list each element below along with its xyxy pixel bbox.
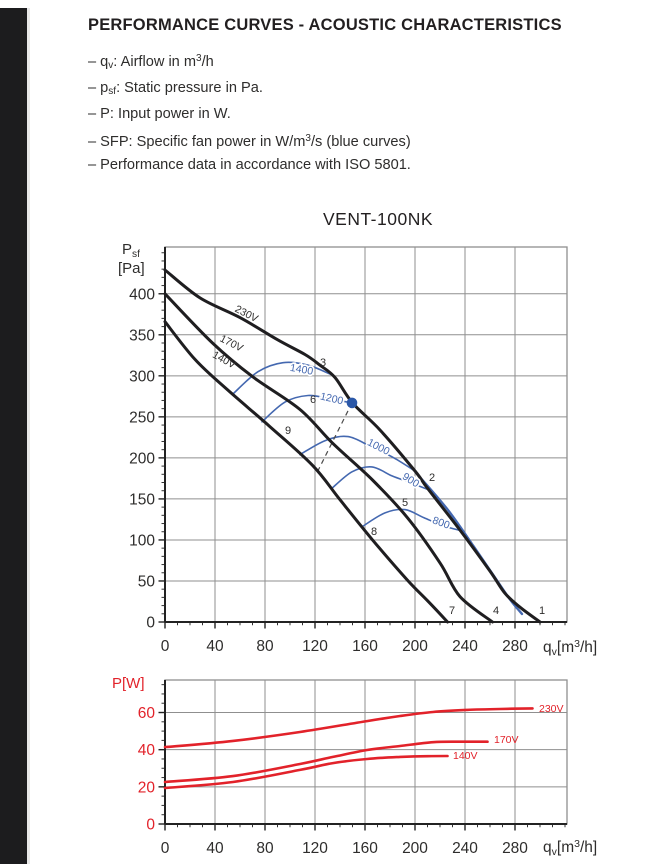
sfp-curve-1200 — [261, 394, 353, 423]
x-axis-label: qv[m3/h] — [543, 638, 597, 658]
y-axis-label-line0: Psf — [122, 241, 140, 260]
curve-label-230V: 230V — [539, 703, 564, 715]
operating-point-dashed-line — [316, 402, 353, 473]
x-tick-label: 160 — [352, 840, 378, 857]
definition-airflow: – qv: Airflow in m3/h — [88, 53, 214, 71]
y-tick-label: 150 — [129, 491, 155, 508]
x-tick-label: 280 — [502, 638, 528, 655]
page-title: PERFORMANCE CURVES - ACOUSTIC CHARACTERI… — [88, 16, 562, 34]
x-tick-label: 160 — [352, 638, 378, 655]
y-tick-label: 300 — [129, 368, 155, 385]
curve-label-3: 3 — [320, 357, 326, 369]
curve-label-6: 6 — [310, 394, 316, 406]
curve-label-9: 9 — [285, 425, 291, 437]
definitions-list: – qv: Airflow in m3/h – psf: Static pres… — [88, 47, 633, 177]
y-tick-label: 250 — [129, 409, 155, 426]
sfp-curve-1400 — [232, 361, 333, 395]
x-tick-label: 240 — [452, 840, 478, 857]
curve-label-1200: 1200 — [319, 390, 345, 407]
x-tick-label: 120 — [302, 840, 328, 857]
sfp-curve-800 — [361, 508, 463, 532]
definition-power: – P: Input power in W. — [88, 106, 231, 123]
series-curve-170V — [163, 292, 494, 624]
series-curve-230V — [163, 268, 542, 624]
y-axis-label-line0: P[W] — [112, 675, 145, 692]
x-tick-label: 200 — [402, 638, 428, 655]
y-tick-label: 200 — [129, 450, 155, 467]
y-tick-label: 400 — [129, 286, 155, 303]
y-tick-label: 100 — [129, 532, 155, 549]
definition-iso: – Performance data in accordance with IS… — [88, 156, 411, 173]
x-tick-label: 120 — [302, 638, 328, 655]
curve-label-2: 2 — [429, 472, 435, 484]
y-tick-label: 60 — [138, 705, 156, 722]
series-curve-140V — [163, 754, 449, 790]
plot-frame — [164, 246, 568, 623]
y-tick-label: 40 — [138, 742, 156, 759]
x-tick-label: 40 — [206, 840, 224, 857]
curve-label-7: 7 — [449, 605, 455, 617]
x-tick-label: 0 — [161, 840, 170, 857]
x-tick-label: 80 — [256, 840, 274, 857]
series-curve-230V — [163, 707, 534, 749]
x-tick-label: 200 — [402, 840, 428, 857]
power-chart: 0 40 80 120 160 200 240 280 0 20 40 60 230V 170V 140V P… — [112, 675, 597, 858]
x-tick-label: 280 — [502, 840, 528, 857]
y-tick-label: 350 — [129, 327, 155, 344]
curve-label-140V: 140V — [210, 349, 237, 371]
series-curve-170V — [163, 740, 489, 784]
x-tick-label: 80 — [256, 638, 274, 655]
page-edge-strip — [0, 8, 30, 864]
x-tick-label: 40 — [206, 638, 224, 655]
curve-label-8: 8 — [371, 526, 377, 538]
x-tick-label: 240 — [452, 638, 478, 655]
operating-point-marker — [346, 397, 358, 409]
y-tick-label: 0 — [146, 615, 155, 632]
definition-sfp: – SFP: Specific fan power in W/m3/s (blu… — [88, 132, 411, 150]
sfp-curve-900 — [331, 465, 428, 490]
pressure-chart: 0 40 80 120 160 200 240 28005010015020025030035… — [118, 209, 597, 658]
curve-label-140V: 140V — [453, 750, 478, 762]
curve-label-170V: 170V — [494, 734, 519, 746]
x-tick-label: 0 — [161, 638, 170, 655]
y-tick-label: 50 — [138, 573, 156, 590]
x-axis-label: qv[m3/h] — [543, 838, 597, 858]
curve-label-1: 1 — [539, 605, 545, 617]
y-tick-label: 0 — [146, 817, 155, 834]
y-axis-label-line1: [Pa] — [118, 260, 145, 277]
y-tick-label: 20 — [138, 779, 156, 796]
series-curve-140V — [163, 320, 449, 624]
curve-label-5: 5 — [402, 497, 408, 509]
sfp-curve-1000 — [299, 435, 416, 472]
curve-label-4: 4 — [493, 605, 499, 617]
plot-frame — [164, 679, 568, 825]
definition-pressure: – psf: Static pressure in Pa. — [88, 80, 263, 98]
chart-title: VENT-100NK — [323, 209, 433, 229]
header-block: PERFORMANCE CURVES - ACOUSTIC CHARACTERI… — [88, 12, 633, 177]
